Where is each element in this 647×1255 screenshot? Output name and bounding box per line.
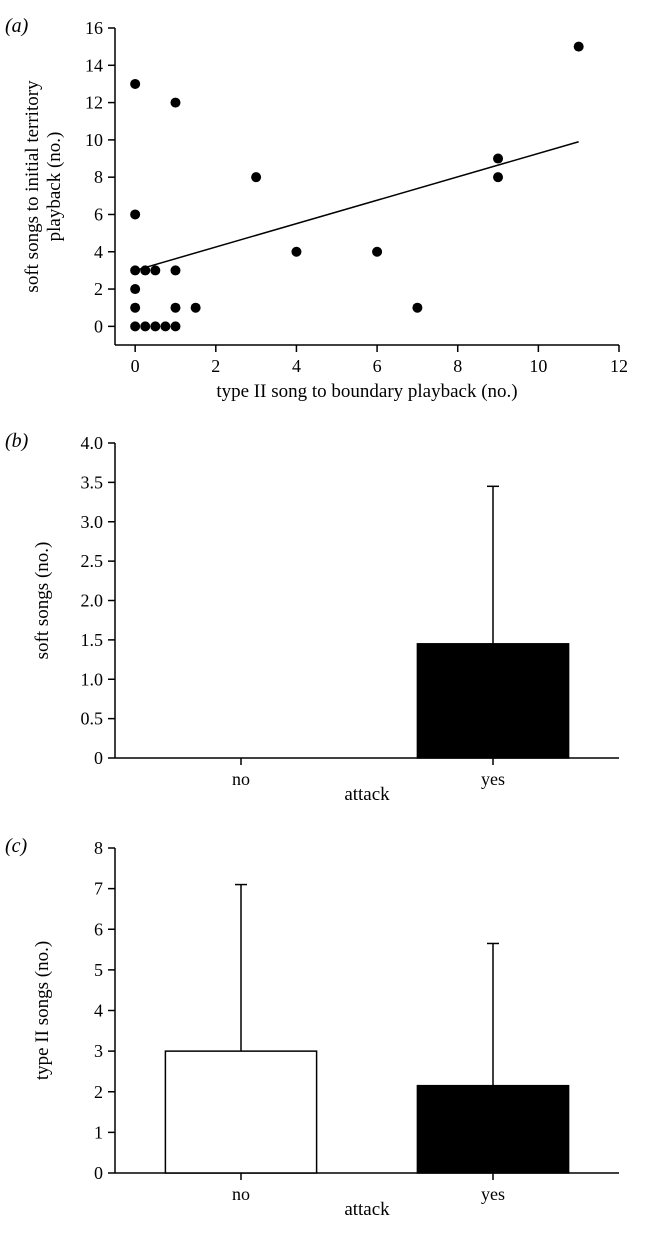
svg-text:8: 8 [94, 167, 103, 187]
svg-text:3: 3 [94, 1041, 103, 1061]
svg-text:10: 10 [529, 356, 547, 376]
svg-text:2.5: 2.5 [81, 551, 104, 571]
panel-c: (c) 0 1 2 3 4 5 6 7 8 no yes attack type II songs (no… [0, 830, 647, 1240]
svg-text:4: 4 [94, 1001, 103, 1021]
svg-text:0: 0 [94, 748, 103, 768]
svg-text:12: 12 [85, 93, 103, 113]
scatter-chart: (a) 0 2 4 6 8 10 12 0 2 4 6 8 10 12 14 16 type II song to… [0, 10, 647, 415]
svg-text:10: 10 [85, 130, 103, 150]
svg-text:12: 12 [610, 356, 628, 376]
svg-text:yes: yes [481, 1184, 505, 1204]
svg-text:6: 6 [373, 356, 382, 376]
svg-text:no: no [232, 1184, 250, 1204]
svg-text:1.5: 1.5 [81, 630, 104, 650]
svg-text:8: 8 [94, 838, 103, 858]
svg-text:attack: attack [344, 784, 390, 805]
svg-text:1.0: 1.0 [81, 669, 104, 689]
bar-chart-c: (c) 0 1 2 3 4 5 6 7 8 no yes attack type II songs (no… [0, 830, 647, 1235]
panel-a: (a) 0 2 4 6 8 10 12 0 2 4 6 8 10 12 14 16 type II song to… [0, 10, 647, 420]
svg-text:2: 2 [94, 1082, 103, 1102]
bar-chart-b: (b) 0 0.5 1.0 1.5 2.0 2.5 3.0 3.5 4.0 no yes attack s… [0, 425, 647, 820]
svg-text:0: 0 [131, 356, 140, 376]
svg-text:16: 16 [85, 18, 103, 38]
svg-text:0: 0 [94, 1163, 103, 1183]
svg-text:7: 7 [94, 879, 103, 899]
svg-text:(a): (a) [5, 15, 29, 37]
svg-text:0: 0 [94, 316, 103, 336]
svg-text:no: no [232, 769, 250, 789]
svg-text:6: 6 [94, 204, 103, 224]
svg-text:3.5: 3.5 [81, 472, 104, 492]
svg-text:14: 14 [85, 55, 103, 75]
svg-text:2: 2 [94, 279, 103, 299]
svg-text:6: 6 [94, 919, 103, 939]
figure: (a)0246810120246810121416type II song to… [0, 0, 647, 1255]
svg-text:4.0: 4.0 [81, 433, 104, 453]
svg-text:2.0: 2.0 [81, 591, 104, 611]
panel-b: (b) 0 0.5 1.0 1.5 2.0 2.5 3.0 3.5 4.0 no yes attack s… [0, 425, 647, 825]
svg-text:attack: attack [344, 1199, 390, 1220]
svg-text:2: 2 [211, 356, 220, 376]
svg-text:soft songs to initial territor: soft songs to initial territoryplayback … [22, 80, 65, 293]
svg-text:yes: yes [481, 769, 505, 789]
svg-text:type II song to boundary playb: type II song to boundary playback (no.) [216, 381, 517, 402]
svg-text:0.5: 0.5 [81, 709, 104, 729]
svg-text:4: 4 [292, 356, 301, 376]
svg-text:soft songs (no.): soft songs (no.) [32, 542, 53, 660]
svg-text:5: 5 [94, 960, 103, 980]
svg-text:type II songs (no.): type II songs (no.) [32, 941, 53, 1080]
svg-text:(b): (b) [5, 430, 29, 452]
svg-text:8: 8 [453, 356, 462, 376]
svg-text:(c): (c) [5, 835, 28, 857]
svg-text:1: 1 [94, 1122, 103, 1142]
svg-text:4: 4 [94, 242, 103, 262]
svg-text:3.0: 3.0 [81, 512, 104, 532]
